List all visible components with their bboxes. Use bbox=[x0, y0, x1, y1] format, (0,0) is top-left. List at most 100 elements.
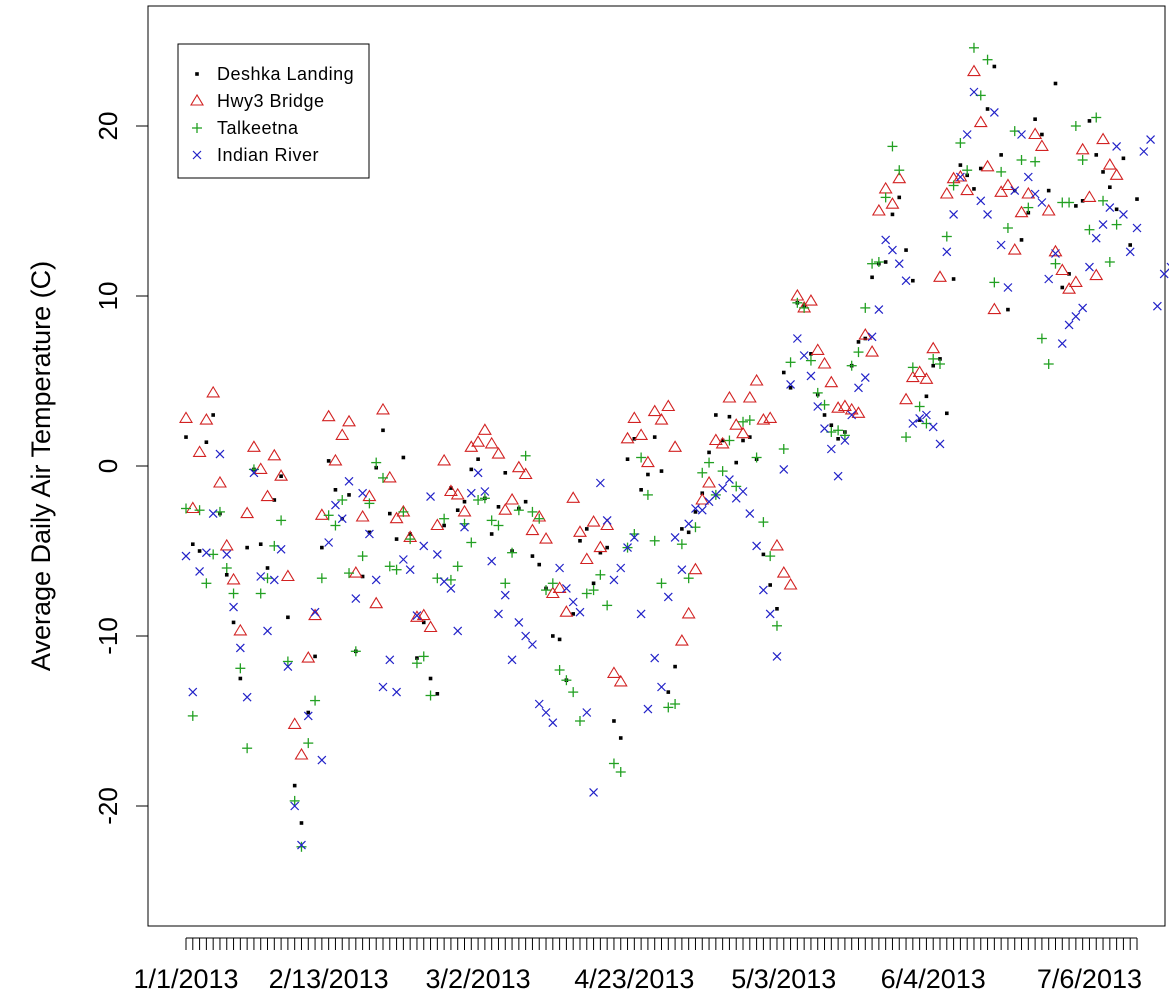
data-point bbox=[691, 504, 700, 513]
x-tick-label: 6/4/2013 bbox=[881, 964, 986, 994]
data-point bbox=[826, 444, 836, 454]
data-point bbox=[507, 655, 517, 665]
data-point bbox=[707, 450, 711, 455]
data-point bbox=[996, 240, 1006, 250]
data-point bbox=[659, 469, 664, 473]
data-point bbox=[1077, 155, 1088, 165]
data-point bbox=[528, 640, 537, 649]
data-point bbox=[394, 537, 399, 541]
y-tick-label: 10 bbox=[93, 282, 123, 311]
data-point bbox=[634, 428, 649, 440]
data-point bbox=[554, 665, 565, 675]
data-point bbox=[1040, 132, 1044, 137]
data-point bbox=[571, 612, 575, 616]
data-point bbox=[803, 294, 818, 306]
data-point bbox=[686, 530, 691, 535]
data-point bbox=[1121, 156, 1126, 161]
data-point bbox=[806, 371, 816, 381]
data-point bbox=[742, 390, 757, 403]
data-point bbox=[586, 515, 601, 527]
data-point bbox=[670, 532, 680, 542]
data-point bbox=[901, 276, 911, 286]
data-point bbox=[457, 504, 472, 517]
data-point bbox=[276, 515, 287, 526]
data-point bbox=[627, 411, 642, 423]
data-point bbox=[185, 501, 200, 514]
data-point bbox=[1050, 258, 1061, 269]
data-point bbox=[245, 545, 249, 550]
data-point bbox=[1139, 147, 1149, 156]
data-point bbox=[1055, 263, 1070, 276]
data-point bbox=[724, 435, 735, 446]
data-point bbox=[673, 664, 677, 669]
data-point bbox=[405, 565, 415, 575]
data-point bbox=[765, 609, 775, 619]
data-point bbox=[776, 566, 791, 578]
data-point bbox=[192, 445, 207, 457]
data-point bbox=[398, 555, 408, 564]
data-point bbox=[1026, 210, 1031, 215]
data-point bbox=[745, 509, 755, 519]
data-point bbox=[670, 699, 681, 709]
data-point bbox=[310, 695, 321, 706]
data-point bbox=[636, 609, 646, 619]
data-point bbox=[856, 340, 861, 344]
data-point bbox=[1036, 333, 1047, 344]
data-point bbox=[493, 520, 504, 531]
data-point bbox=[661, 399, 676, 412]
data-point bbox=[249, 468, 259, 478]
data-point bbox=[941, 231, 952, 242]
data-point bbox=[1118, 209, 1128, 219]
data-point bbox=[983, 209, 992, 219]
data-point bbox=[494, 609, 503, 619]
data-point bbox=[573, 525, 587, 537]
y-tick-label: 0 bbox=[93, 459, 123, 473]
data-point bbox=[337, 514, 347, 524]
data-point bbox=[741, 438, 745, 443]
data-point bbox=[527, 506, 538, 517]
data-point bbox=[812, 387, 823, 398]
data-point bbox=[514, 617, 524, 627]
data-point bbox=[1159, 269, 1169, 279]
data-point bbox=[731, 481, 742, 492]
data-point bbox=[500, 590, 510, 600]
data-point bbox=[890, 212, 895, 217]
data-point bbox=[639, 488, 643, 492]
data-point bbox=[926, 341, 941, 354]
data-point bbox=[763, 411, 778, 423]
data-point bbox=[471, 435, 486, 447]
data-point bbox=[405, 534, 416, 545]
data-point bbox=[308, 608, 323, 621]
data-point bbox=[911, 278, 915, 283]
data-point bbox=[333, 488, 338, 492]
data-point bbox=[613, 674, 628, 687]
data-point bbox=[541, 708, 551, 717]
data-point bbox=[489, 532, 494, 536]
data-point bbox=[1064, 320, 1074, 330]
data-point bbox=[860, 373, 870, 383]
data-point bbox=[1071, 311, 1081, 321]
data-point bbox=[179, 411, 193, 423]
data-point bbox=[269, 575, 279, 585]
data-point bbox=[953, 169, 968, 182]
data-point bbox=[680, 527, 684, 531]
data-point bbox=[968, 42, 979, 53]
y-tick-label: 20 bbox=[93, 112, 123, 141]
data-point bbox=[748, 435, 752, 439]
data-point bbox=[775, 607, 779, 611]
data-point bbox=[1030, 189, 1040, 199]
data-point bbox=[1102, 158, 1117, 170]
data-point bbox=[1007, 243, 1022, 255]
data-point bbox=[982, 54, 993, 65]
data-point bbox=[469, 467, 474, 472]
data-point bbox=[256, 572, 266, 581]
data-point bbox=[897, 195, 902, 200]
data-point bbox=[212, 475, 227, 488]
data-point bbox=[881, 235, 891, 245]
data-point bbox=[1096, 132, 1111, 145]
data-point bbox=[616, 563, 626, 573]
data-point bbox=[194, 505, 205, 516]
data-point bbox=[428, 676, 433, 681]
data-point bbox=[805, 355, 816, 366]
